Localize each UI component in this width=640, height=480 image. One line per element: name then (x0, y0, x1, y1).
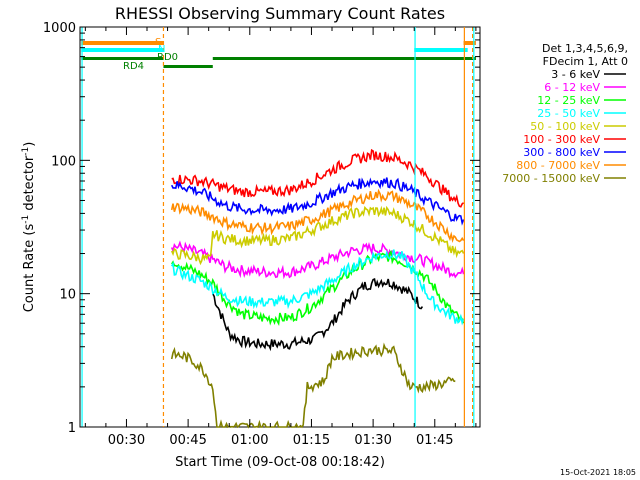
y-tick-label-2: 100 (51, 154, 76, 169)
y-tick-label-1: 10 (59, 288, 76, 303)
y-tick-label-3: 1000 (43, 21, 76, 36)
x-tick-label-5: 01:45 (416, 433, 453, 448)
flag-bars (81, 41, 476, 68)
flag-bar-rd0-4 (81, 57, 164, 60)
legend-header-1: Det 1,3,4,5,6,9, (542, 42, 628, 55)
x-tick-label-0: 00:30 (108, 433, 145, 448)
legend: Det 1,3,4,5,6,9, FDecim 1, Att 0 3 - 6 k… (502, 42, 628, 185)
flag-label-rd4: RD4 (123, 61, 144, 72)
x-tick-label-2: 01:00 (231, 433, 268, 448)
flag-bar-s-0 (81, 41, 164, 45)
legend-entry-4: 50 - 100 keV (530, 120, 600, 133)
y-axis-label: Count Rate (s-1 detector-1) (21, 142, 37, 313)
event-markers (81, 27, 475, 427)
plot-area: 00:30 00:45 01:00 01:15 01:30 01:45 1 10 100 100… (43, 21, 481, 448)
x-tick-label-4: 01:30 (354, 433, 391, 448)
chart-title: RHESSI Observing Summary Count Rates (115, 4, 445, 23)
x-axis-label: Start Time (09-Oct-08 00:18:42) (175, 455, 385, 470)
legend-entry-7: 800 - 7000 keV (516, 159, 600, 172)
x-tick-label-1: 00:45 (169, 433, 206, 448)
legend-entry-6: 300 - 800 keV (523, 146, 600, 159)
flag-label-n: N (158, 44, 165, 55)
legend-entry-5: 100 - 300 keV (523, 133, 600, 146)
legend-entry-3: 25 - 50 keV (537, 107, 600, 120)
legend-entry-8: 7000 - 15000 keV (502, 172, 600, 185)
legend-entry-0: 3 - 6 keV (551, 68, 600, 81)
x-ticks: 00:30 00:45 01:00 01:15 01:30 01:45 (84, 27, 477, 448)
flag-label-s: S (155, 37, 161, 48)
legend-entry-2: 12 - 25 keV (537, 94, 600, 107)
series-line-8 (170, 342, 456, 429)
legend-header-2: FDecim 1, Att 0 (543, 55, 628, 68)
x-tick-label-3: 01:15 (293, 433, 330, 448)
y-label-main: Count Rate (s (22, 224, 37, 313)
y-tick-label-0: 1 (68, 421, 76, 436)
y-label-sup1: -1 (21, 215, 31, 224)
flag-bar-n-3 (414, 48, 468, 52)
y-label-mid: detector (22, 155, 37, 215)
flag-label-rd0: RD0 (157, 52, 178, 63)
series-group (170, 148, 465, 429)
footer-timestamp: 15-Oct-2021 18:05 (560, 468, 636, 477)
y-label-sup2: -1 (21, 147, 31, 156)
y-ticks: 1 10 100 1000 (43, 21, 480, 436)
flag-bar-s-1 (463, 41, 476, 45)
flag-bar-rd4-6 (163, 65, 213, 68)
flag-bar-rd0-5 (212, 57, 476, 60)
legend-entry-1: 6 - 12 keV (544, 81, 600, 94)
y-label-end: ) (22, 142, 37, 147)
flag-bar-n-2 (81, 48, 164, 52)
series-line-0 (212, 278, 424, 352)
